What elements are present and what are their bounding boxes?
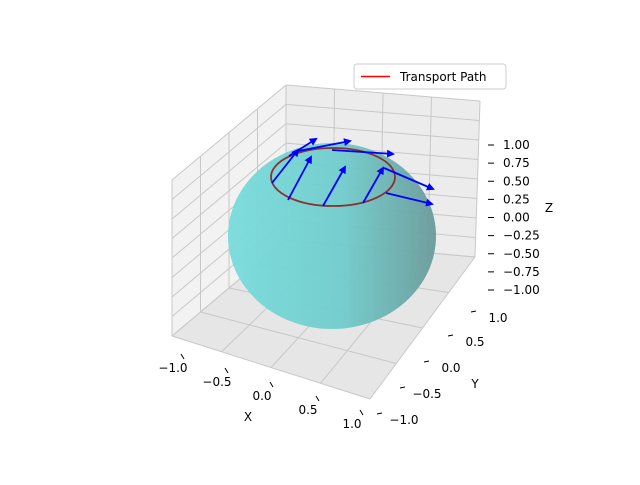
grid-line [285, 123, 479, 141]
y-tick-mark [447, 334, 454, 337]
x-tick-mark [224, 367, 229, 374]
x-tick-label: 1.0 [342, 417, 361, 431]
z-tick-label: 0.25 [503, 192, 530, 206]
x-axis-label: X [244, 410, 252, 424]
z-axis-label: Z [545, 201, 553, 215]
z-tick-label: 0.75 [503, 156, 530, 170]
y-tick-label: −0.5 [412, 387, 441, 401]
x-tick-mark [180, 353, 185, 360]
vector-arrow [383, 167, 435, 191]
grid-line [285, 103, 480, 121]
grid-line [171, 123, 287, 220]
y-axis-label: Y [470, 377, 479, 391]
y-tick-mark [376, 412, 383, 415]
x-tick-label: −0.5 [202, 375, 231, 389]
z-tick-label: 0.50 [503, 174, 530, 188]
legend: Transport Path [353, 63, 507, 90]
vector-field [271, 137, 435, 207]
x-tick-mark [359, 409, 364, 416]
y-tick-mark [399, 386, 406, 389]
x-tick-mark [269, 381, 274, 388]
y-tick-label: −1.0 [389, 413, 418, 427]
x-tick-mark [315, 395, 320, 402]
legend-box [353, 63, 507, 90]
vector-arrow [271, 148, 300, 184]
transport-path [270, 147, 396, 207]
z-tick-label: 0.00 [503, 211, 530, 225]
vector-arrow [322, 165, 346, 207]
grid-line [285, 84, 481, 102]
vector-arrow [362, 166, 384, 204]
sphere-surface [228, 143, 436, 329]
y-tick-label: 0.5 [465, 335, 484, 349]
z-tick-label: −0.25 [503, 229, 540, 243]
z-tick-label: 1.00 [503, 138, 530, 152]
x-tick-label: 0.0 [252, 389, 271, 403]
y-tick-label: 1.0 [488, 311, 507, 325]
vector-arrow [287, 155, 312, 201]
vector-arrow [331, 149, 395, 158]
vector-arrow [385, 192, 434, 207]
z-tick-label: −0.75 [503, 265, 540, 279]
y-tick-mark [470, 310, 477, 313]
grid-line [369, 256, 476, 400]
x-tick-label: 0.5 [298, 403, 317, 417]
x-tick-label: −1.0 [158, 361, 187, 375]
grid-line [171, 103, 287, 200]
z-tick-label: −0.50 [503, 247, 540, 261]
y-tick-label: 0.0 [441, 361, 460, 375]
axis-ticks: −1.0−0.50.00.51.0 −1.0−0.50.00.51.0−1.00−… [158, 138, 539, 431]
grid-line [171, 142, 287, 239]
grid-line [171, 84, 287, 181]
z-tick-label: −1.00 [503, 283, 540, 297]
vector-arrow [288, 137, 318, 157]
legend-label: Transport Path [399, 70, 486, 84]
y-tick-mark [423, 360, 430, 363]
vector-arrow [292, 138, 352, 153]
